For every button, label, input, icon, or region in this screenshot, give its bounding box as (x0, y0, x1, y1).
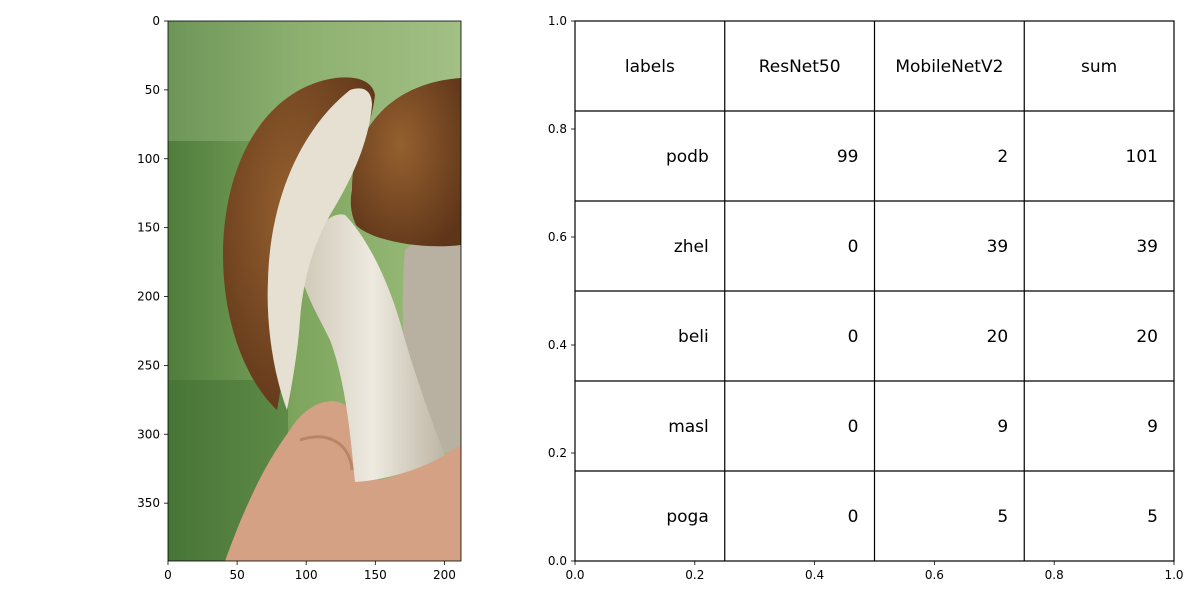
table-border (574, 20, 1175, 562)
mushroom-photo (168, 21, 461, 561)
table-cell: 101 (1126, 147, 1158, 167)
table-cell: 5 (1147, 507, 1158, 527)
table-cell: 9 (997, 417, 1008, 437)
table-cell: 20 (987, 327, 1009, 347)
image-x-tick-label: 50 (229, 568, 244, 582)
table-x-tick-label: 0.8 (1045, 568, 1064, 582)
table-row-label: poga (666, 507, 708, 527)
table-y-tick-label: 0.6 (548, 230, 567, 244)
image-y-tick-label: 250 (137, 358, 160, 372)
table-cell: 0 (848, 327, 859, 347)
table-x-tick-label: 0.4 (805, 568, 824, 582)
table-row-label: zhel (674, 237, 709, 257)
image-x-tick-label: 100 (295, 568, 318, 582)
table-cell: 5 (997, 507, 1008, 527)
table-cell: 0 (848, 507, 859, 527)
table-header-cell: MobileNetV2 (895, 57, 1003, 77)
table-header-cell: sum (1081, 57, 1117, 77)
image-x-axis: 0 50 100 150 200 (164, 561, 456, 582)
table-row-label: masl (668, 417, 709, 437)
table-row-label: beli (678, 327, 709, 347)
table-cell: 39 (1136, 237, 1158, 257)
image-y-tick-label: 300 (137, 427, 160, 441)
image-y-tick-label: 150 (137, 221, 160, 235)
image-y-axis: 0 50 100 150 200 250 300 350 (137, 14, 168, 510)
table-y-tick-label: 0.0 (548, 554, 567, 568)
table-cell: 9 (1147, 417, 1158, 437)
image-x-tick-label: 0 (164, 568, 172, 582)
table-cell: 2 (997, 147, 1008, 167)
image-y-tick-label: 0 (152, 14, 160, 28)
table-cell: 39 (987, 237, 1009, 257)
image-y-tick-label: 100 (137, 152, 160, 166)
table-x-tick-label: 0.2 (685, 568, 704, 582)
table-header-cell: ResNet50 (759, 57, 841, 77)
image-frame (167, 20, 462, 562)
table-y-tick-label: 1.0 (548, 14, 567, 28)
table-x-tick-label: 0.6 (925, 568, 944, 582)
table-y-tick-label: 0.4 (548, 338, 567, 352)
image-y-tick-label: 200 (137, 290, 160, 304)
image-x-tick-label: 150 (364, 568, 387, 582)
table-cell: 20 (1136, 327, 1158, 347)
table-cell: 0 (848, 237, 859, 257)
table-x-tick-label: 0.0 (565, 568, 584, 582)
image-y-tick-label: 50 (145, 83, 160, 97)
image-y-tick-label: 350 (137, 496, 160, 510)
table-y-tick-label: 0.2 (548, 446, 567, 460)
table-y-axis: 0.0 0.2 0.4 0.6 0.8 1.0 (548, 14, 575, 568)
table-header-cell: labels (625, 57, 675, 77)
table-y-tick-label: 0.8 (548, 122, 567, 136)
table-x-tick-label: 1.0 (1164, 568, 1183, 582)
image-panel: 0 50 100 150 200 0 50 100 150 200 250 300 350 (137, 14, 462, 582)
table-cell: 99 (837, 147, 859, 167)
table-cell: 0 (848, 417, 859, 437)
table-row-label: podb (666, 147, 709, 167)
image-x-tick-label: 200 (433, 568, 456, 582)
table-x-axis: 0.0 0.2 0.4 0.6 0.8 1.0 (565, 561, 1184, 582)
